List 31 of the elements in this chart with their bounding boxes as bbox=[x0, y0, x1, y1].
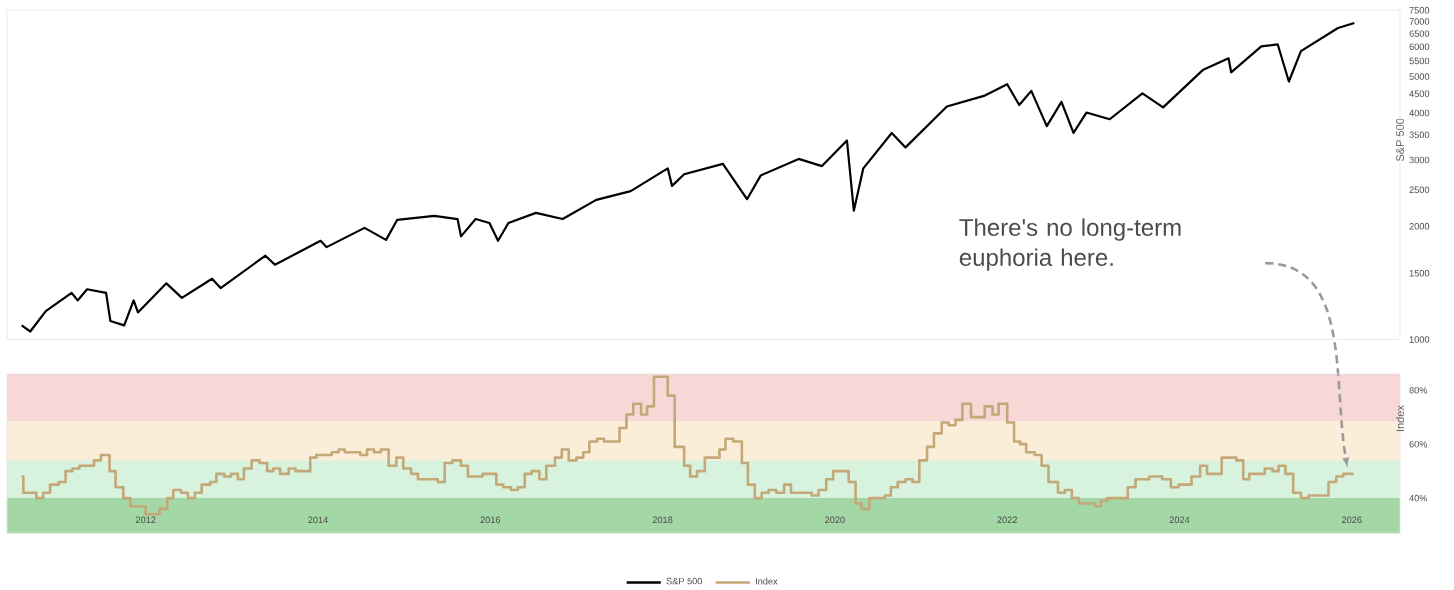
y-tick-label: 40% bbox=[1409, 494, 1428, 502]
x-tick-label: 2024 bbox=[1169, 516, 1190, 524]
y-tick-label: 2000 bbox=[1409, 222, 1430, 230]
x-tick-label: 2018 bbox=[652, 516, 673, 524]
y-tick-label: 7500 bbox=[1409, 7, 1430, 14]
x-tick-label: 2012 bbox=[135, 516, 156, 524]
y-tick-label: 2500 bbox=[1409, 186, 1430, 194]
y-tick-label: 6500 bbox=[1409, 30, 1430, 37]
y-tick-label: 4000 bbox=[1409, 109, 1430, 117]
y-tick-label: 1000 bbox=[1409, 336, 1430, 343]
x-tick-label: 2014 bbox=[308, 516, 328, 524]
line-series bbox=[20, 21, 1356, 333]
y-axis-title: Index bbox=[1395, 405, 1405, 432]
x-tick-label: 2026 bbox=[1342, 516, 1362, 524]
y-tick-label: 5000 bbox=[1409, 73, 1430, 80]
y-tick-label: 7000 bbox=[1409, 18, 1430, 25]
y-tick-label: 80% bbox=[1409, 386, 1428, 394]
x-tick-label: 2020 bbox=[825, 516, 845, 524]
y-tick-label: 6000 bbox=[1409, 43, 1430, 50]
text: S&P 500 bbox=[1396, 118, 1404, 162]
text: S&P 500 bbox=[666, 577, 703, 585]
x-tick-label: 2016 bbox=[480, 516, 501, 524]
y-tick-label: 4500 bbox=[1409, 90, 1430, 97]
legend-label: Index bbox=[756, 577, 778, 585]
y-tick-label: 1500 bbox=[1409, 269, 1430, 277]
annotation: There's no long-term euphoria here. bbox=[959, 218, 1181, 271]
y-tick-label: 5500 bbox=[1409, 57, 1430, 65]
x-tick-label: 2022 bbox=[997, 516, 1017, 524]
y-tick-label: 3500 bbox=[1409, 131, 1430, 139]
y-tick-label: 3000 bbox=[1409, 156, 1430, 164]
y-tick-label: 60% bbox=[1409, 440, 1428, 448]
